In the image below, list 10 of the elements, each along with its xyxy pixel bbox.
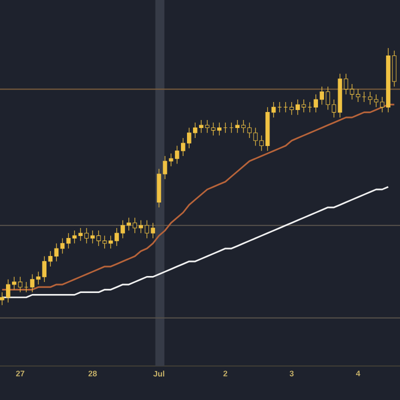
candlestick xyxy=(259,135,264,152)
candlestick xyxy=(247,122,252,138)
candlestick xyxy=(344,73,348,95)
candlestick xyxy=(78,228,83,242)
candlestick xyxy=(168,153,174,167)
candlestick xyxy=(253,127,258,146)
candlestick xyxy=(72,230,77,244)
candlestick xyxy=(66,232,71,249)
candlestick xyxy=(350,84,354,100)
candlestick xyxy=(162,156,168,180)
